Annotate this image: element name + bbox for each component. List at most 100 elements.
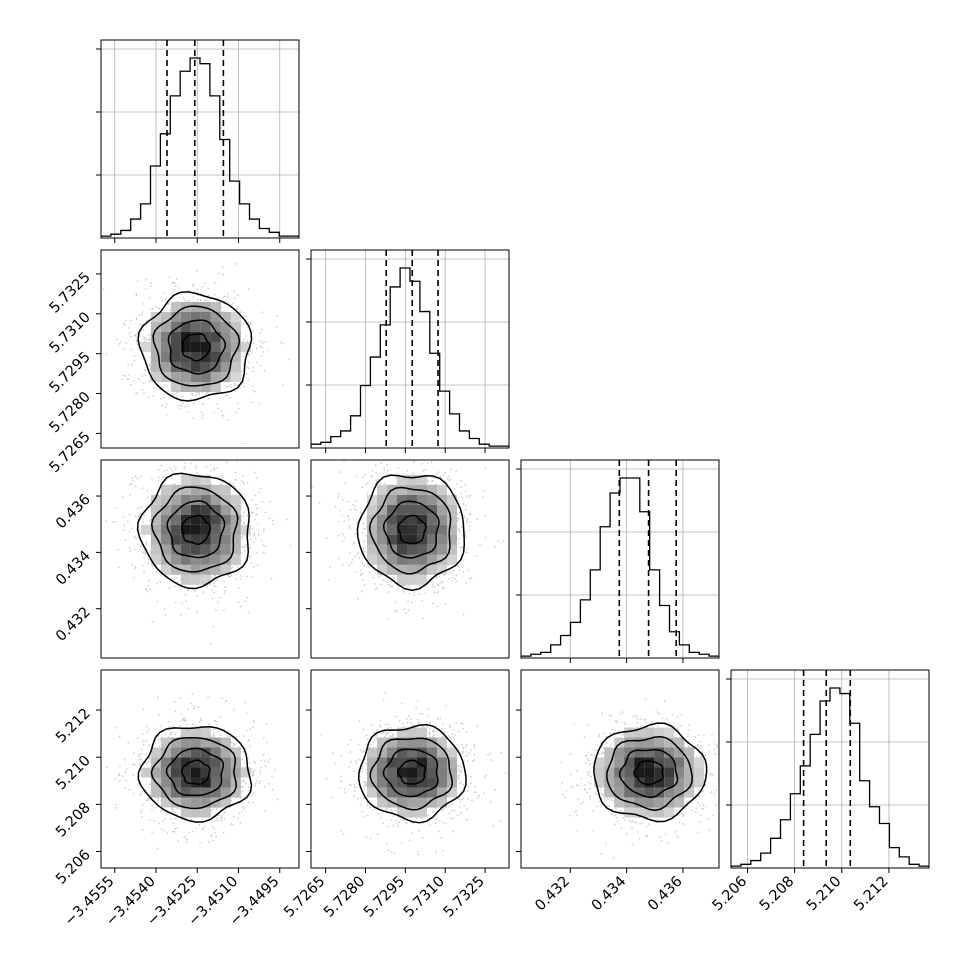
density-cell — [396, 737, 407, 748]
density-cell — [644, 747, 655, 758]
density-cell — [220, 534, 231, 545]
panel-1-1 — [306, 249, 510, 453]
density-cell — [190, 554, 201, 565]
contour-3 — [357, 723, 467, 824]
density-cell — [416, 737, 427, 748]
density-cell — [654, 777, 665, 788]
density-cell — [210, 312, 221, 323]
density-cell — [230, 534, 241, 545]
panel-3-0: −3.4555−3.4540−3.4525−3.4510−3.44955.206… — [53, 669, 300, 929]
density-cell — [634, 747, 645, 758]
density-cell — [200, 372, 211, 383]
density-cell — [376, 767, 387, 778]
contour-0 — [181, 333, 212, 362]
density-cell — [436, 767, 447, 778]
density-cell — [614, 787, 625, 798]
density-cell — [396, 504, 407, 515]
density-cell — [436, 544, 447, 555]
density-cell — [210, 787, 221, 798]
density-cell — [426, 524, 437, 535]
density-cell — [426, 747, 437, 758]
panel-frame — [100, 459, 300, 659]
density-cell — [190, 534, 201, 545]
density-cell — [386, 767, 397, 778]
density-cell — [436, 514, 447, 525]
density-cell — [240, 342, 251, 353]
density-cell — [220, 352, 231, 363]
density-cell — [160, 514, 171, 525]
density-cell — [634, 757, 645, 768]
density-cell — [446, 554, 457, 565]
density-cell — [406, 747, 417, 758]
x-tick-label: 5.7310 — [401, 874, 448, 921]
density-cell — [210, 484, 221, 495]
density-cell — [684, 777, 695, 788]
density-cell — [180, 504, 191, 515]
density-cell — [426, 767, 437, 778]
density-cell — [386, 747, 397, 758]
density-cell — [366, 504, 377, 515]
density-cell — [180, 342, 191, 353]
density-cell — [150, 757, 161, 768]
density-cell — [180, 757, 191, 768]
density-cell — [396, 574, 407, 585]
density-cell — [366, 767, 377, 778]
density-cell — [684, 767, 695, 778]
density-cell — [190, 312, 201, 323]
density-cell — [366, 554, 377, 565]
density-cell — [200, 342, 211, 353]
density-cell — [210, 372, 221, 383]
contour-1 — [382, 500, 440, 559]
density-cell — [386, 514, 397, 525]
density-cell — [644, 767, 655, 778]
density-cell — [170, 302, 181, 313]
density-cell — [160, 332, 171, 343]
density-cell — [594, 757, 605, 768]
density-cell — [664, 727, 675, 738]
density-cell — [446, 544, 457, 555]
density-cell — [426, 777, 437, 788]
density-cell — [426, 737, 437, 748]
density-cell — [436, 524, 447, 535]
density-cell — [210, 534, 221, 545]
density-cell — [674, 787, 685, 798]
x-tick-label: 5.210 — [804, 874, 845, 915]
density-cell — [150, 544, 161, 555]
panel-2-2 — [516, 459, 720, 663]
density-cell — [664, 737, 675, 748]
density-cell — [594, 777, 605, 788]
density-cell — [190, 332, 201, 343]
density-cell — [386, 737, 397, 748]
density-cell — [190, 474, 201, 485]
density-cell — [614, 757, 625, 768]
density-cell — [426, 514, 437, 525]
density-cell — [150, 494, 161, 505]
density-cell — [396, 554, 407, 565]
density-cell — [220, 757, 231, 768]
density-cell — [200, 747, 211, 758]
density-cell — [220, 504, 231, 515]
density-cell — [210, 777, 221, 788]
density-cell — [170, 514, 181, 525]
density-cell — [160, 504, 171, 515]
density-cell — [230, 322, 241, 333]
density-cell — [200, 524, 211, 535]
density-cell — [446, 524, 457, 535]
y-tick-label: 5.7325 — [47, 269, 94, 316]
density-cell — [426, 554, 437, 565]
density-cell — [230, 362, 241, 373]
density-cell — [180, 372, 191, 383]
density-cell — [386, 554, 397, 565]
density-cell — [654, 757, 665, 768]
contour-2 — [368, 486, 452, 575]
density-cell — [436, 534, 447, 545]
density-cell — [200, 757, 211, 768]
density-cell — [426, 484, 437, 495]
density-cell — [150, 372, 161, 383]
density-cell — [150, 534, 161, 545]
density-cell — [170, 554, 181, 565]
density-cell — [386, 494, 397, 505]
density-cell — [406, 574, 417, 585]
density-cell — [230, 342, 241, 353]
density-cell — [200, 352, 211, 363]
